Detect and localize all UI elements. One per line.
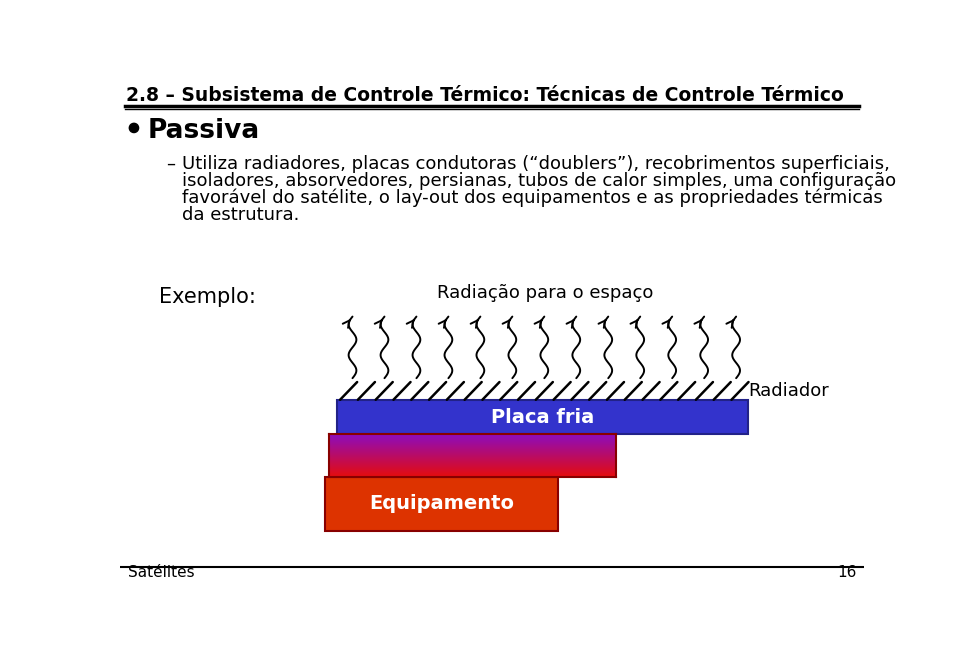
Text: Radiação para o espaço: Radiação para o espaço: [437, 284, 653, 302]
Text: Equipamento: Equipamento: [370, 494, 515, 513]
Text: da estrutura.: da estrutura.: [182, 206, 300, 224]
Bar: [337, 400, 748, 434]
Text: Passiva: Passiva: [147, 118, 259, 144]
Text: Radiador: Radiador: [748, 382, 828, 400]
Text: Exemplo:: Exemplo:: [158, 288, 255, 308]
Text: Satélites: Satélites: [128, 565, 194, 580]
Circle shape: [130, 123, 138, 132]
Text: 16: 16: [837, 565, 856, 580]
Text: –: –: [166, 155, 176, 173]
Bar: [325, 477, 558, 531]
Text: Dispositivo de interface: Dispositivo de interface: [352, 447, 593, 465]
Text: Placa fria: Placa fria: [491, 408, 594, 426]
Text: 2.8 – Subsistema de Controle Térmico: Técnicas de Controle Térmico: 2.8 – Subsistema de Controle Térmico: Té…: [126, 86, 844, 104]
Text: favorável do satélite, o lay-out dos equipamentos e as propriedades térmicas: favorável do satélite, o lay-out dos equ…: [182, 189, 883, 207]
Text: Utiliza radiadores, placas condutoras (“doublers”), recobrimentos superficiais,: Utiliza radiadores, placas condutoras (“…: [182, 155, 890, 173]
Text: isoladores, absorvedores, persianas, tubos de calor simples, uma configuração: isoladores, absorvedores, persianas, tub…: [182, 172, 896, 190]
